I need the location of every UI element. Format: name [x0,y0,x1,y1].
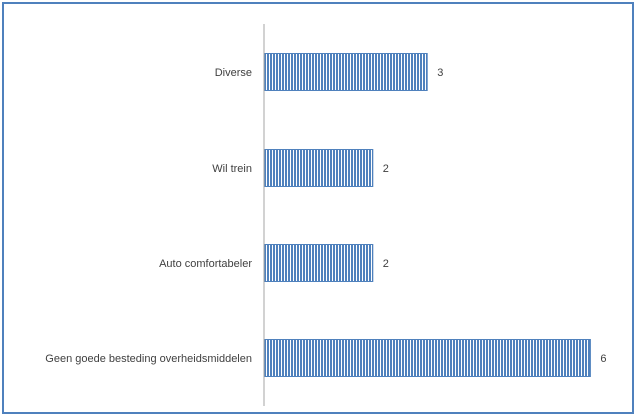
bar-2 [263,244,374,282]
category-label: Diverse [215,67,252,79]
category-label: Wil trein [212,163,252,175]
value-label: 2 [383,258,389,270]
value-label: 6 [600,353,606,365]
bar-1 [263,149,374,187]
value-label: 2 [383,163,389,175]
category-label: Geen goede besteding overheidsmiddelen [45,353,252,365]
value-label: 3 [437,67,443,79]
category-label: Auto comfortabeler [159,258,252,270]
bar-3 [263,339,591,377]
bar-0 [263,53,428,91]
